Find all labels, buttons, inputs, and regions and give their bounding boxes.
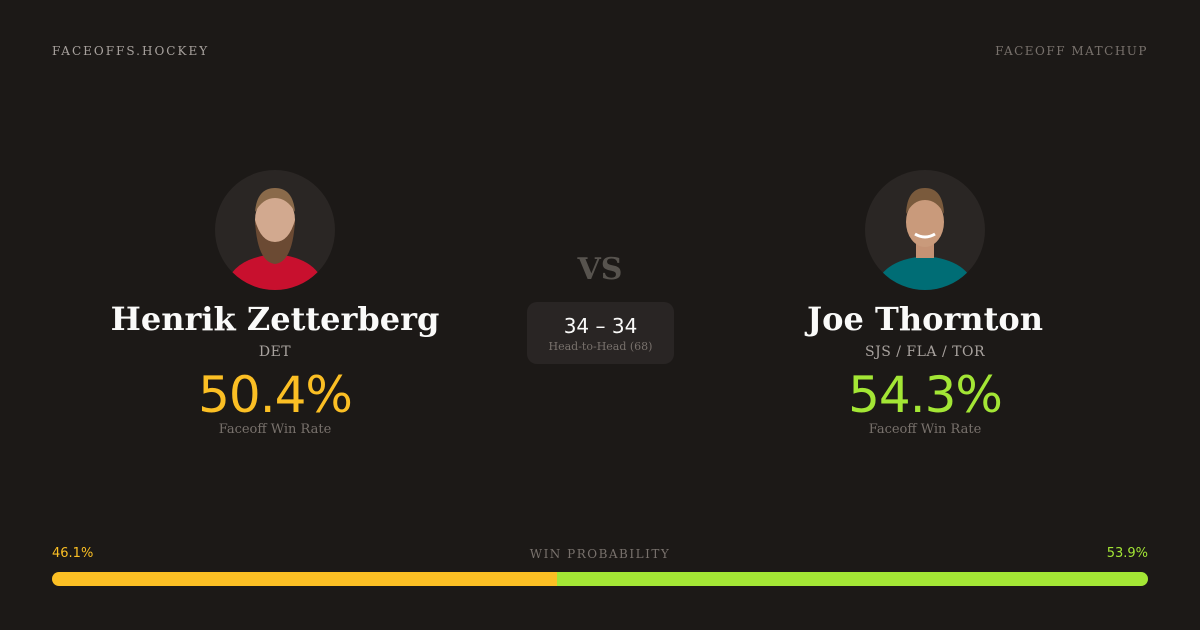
win-probability-left: 46.1%: [52, 546, 94, 561]
win-probability-title: WIN PROBABILITY: [529, 547, 671, 561]
player-avatar: [865, 170, 985, 290]
player-name: Joe Thornton: [807, 300, 1043, 338]
win-probability-bar: [52, 572, 1148, 586]
player-team: SJS / FLA / TOR: [864, 344, 985, 360]
player-avatar: [215, 170, 335, 290]
faceoff-win-rate-label: Faceoff Win Rate: [218, 422, 332, 437]
player-card-right: Joe Thornton SJS / FLA / TOR 54.3% Faceo…: [725, 170, 1125, 437]
head-to-head-box: 34 – 34 Head-to-Head (68): [527, 302, 674, 364]
faceoff-win-rate: 54.3%: [848, 366, 1003, 424]
player-team: DET: [258, 344, 292, 360]
win-probability-segment-left: [52, 572, 558, 586]
site-brand: FACEOFFS.HOCKEY: [52, 44, 210, 58]
player-name: Henrik Zetterberg: [110, 300, 440, 338]
win-probability-right: 53.9%: [1106, 546, 1148, 561]
player-card-left: Henrik Zetterberg DET 50.4% Faceoff Win …: [75, 170, 475, 437]
faceoff-win-rate-label: Faceoff Win Rate: [868, 422, 982, 437]
faceoff-win-rate: 50.4%: [198, 366, 353, 424]
page-tag: FACEOFF MATCHUP: [995, 44, 1148, 58]
head-to-head-label: Head-to-Head (68): [548, 340, 653, 353]
win-probability-segment-right: [557, 572, 1148, 586]
vs-label: VS: [577, 252, 623, 287]
head-to-head-score: 34 – 34: [563, 314, 638, 338]
